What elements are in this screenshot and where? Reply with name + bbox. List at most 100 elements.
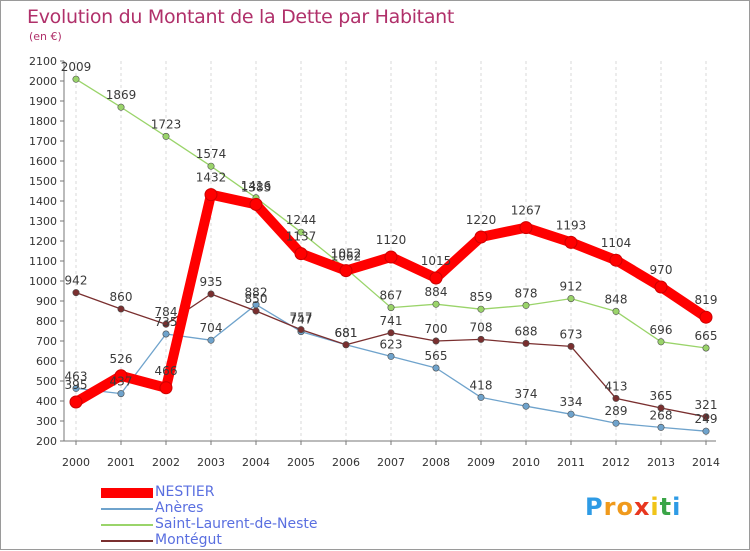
data-point (72, 75, 80, 83)
data-label: 784 (155, 305, 178, 319)
x-tick-label: 2012 (602, 456, 630, 469)
data-label: 1244 (286, 213, 317, 227)
data-label: 321 (695, 398, 718, 412)
data-label: 1432 (196, 171, 227, 185)
x-tick-label: 2004 (242, 456, 270, 469)
data-label: 673 (560, 327, 583, 341)
x-tick-label: 2005 (287, 456, 315, 469)
data-point (297, 326, 305, 334)
y-tick-label: 1100 (29, 255, 57, 268)
data-point (114, 369, 128, 383)
data-label: 942 (65, 274, 88, 288)
logo-letter: P (585, 493, 604, 521)
y-tick-label: 1300 (29, 215, 57, 228)
y-tick-label: 500 (36, 375, 57, 388)
x-tick-label: 2010 (512, 456, 540, 469)
data-label: 735 (155, 315, 178, 329)
data-point (432, 364, 440, 372)
proxiti-logo: Proxiti (585, 493, 681, 521)
data-label: 747 (290, 313, 313, 327)
data-point (702, 413, 710, 421)
data-point (294, 247, 308, 261)
data-point (297, 228, 305, 236)
data-label: 741 (380, 314, 403, 328)
data-point (72, 289, 80, 297)
data-point (522, 339, 530, 347)
data-point (654, 280, 668, 294)
data-label: 268 (650, 408, 673, 422)
legend-label-nestier: NESTIER (155, 484, 215, 500)
data-point (162, 132, 170, 140)
data-point (564, 235, 578, 249)
y-tick-label: 1000 (29, 275, 57, 288)
x-tick-label: 2007 (377, 456, 405, 469)
x-tick-label: 2013 (647, 456, 675, 469)
logo-letter: t (659, 493, 673, 521)
data-point (429, 271, 443, 285)
x-tick-label: 2014 (692, 456, 720, 469)
data-point (702, 427, 710, 435)
data-point (567, 342, 575, 350)
data-label: 850 (245, 292, 268, 306)
data-label: 2009 (61, 60, 92, 74)
data-label: 374 (515, 387, 538, 401)
y-tick-label: 1600 (29, 155, 57, 168)
data-label: 413 (605, 379, 628, 393)
data-label: 463 (65, 369, 88, 383)
legend-swatch-nestier (101, 488, 153, 498)
data-label: 1104 (601, 236, 632, 250)
y-tick-label: 400 (36, 395, 57, 408)
y-tick-label: 2100 (29, 55, 57, 68)
data-label: 249 (695, 412, 718, 426)
data-label: 1267 (511, 204, 542, 218)
data-label: 848 (605, 292, 628, 306)
data-label: 878 (515, 286, 538, 300)
logo-letter: i (672, 493, 682, 521)
data-label: 466 (155, 364, 178, 378)
data-point (657, 338, 665, 346)
x-tick-label: 2008 (422, 456, 450, 469)
data-label: 688 (515, 324, 538, 338)
data-label: 708 (470, 320, 493, 334)
data-label: 1193 (556, 218, 587, 232)
data-label: 757 (290, 311, 313, 325)
data-label: 418 (470, 378, 493, 392)
data-label: 1574 (196, 147, 227, 161)
data-label: 665 (695, 329, 718, 343)
legend-label-aneres: Anères (155, 500, 204, 516)
data-point (159, 381, 173, 395)
data-point (567, 410, 575, 418)
data-label: 1383 (241, 180, 272, 194)
logo-letter: o (616, 493, 634, 521)
data-point (612, 394, 620, 402)
data-label: 681 (335, 326, 358, 340)
y-tick-label: 700 (36, 335, 57, 348)
data-point (252, 307, 260, 315)
data-point (207, 336, 215, 344)
data-point (117, 103, 125, 111)
data-point (432, 300, 440, 308)
y-tick-label: 1400 (29, 195, 57, 208)
data-point (387, 329, 395, 337)
data-label: 700 (425, 322, 448, 336)
data-label: 1062 (331, 250, 362, 264)
legend-label-saint-laurent-de-neste: Saint-Laurent-de-Neste (155, 516, 318, 532)
y-tick-label: 200 (36, 435, 57, 448)
data-point (249, 197, 263, 211)
data-point (387, 352, 395, 360)
legend-swatch-saint-laurent-de-neste (101, 524, 153, 526)
data-point (117, 390, 125, 398)
data-label: 860 (110, 290, 133, 304)
data-point (522, 402, 530, 410)
data-label: 1015 (421, 254, 452, 268)
x-tick-label: 2011 (557, 456, 585, 469)
data-label: 1416 (241, 179, 272, 193)
data-label: 526 (110, 352, 133, 366)
data-point (612, 419, 620, 427)
data-label: 696 (650, 323, 673, 337)
x-tick-label: 2000 (62, 456, 90, 469)
legend-swatch-aneres (101, 508, 153, 510)
data-label: 704 (200, 321, 223, 335)
chart-unit: (en €) (29, 30, 62, 43)
